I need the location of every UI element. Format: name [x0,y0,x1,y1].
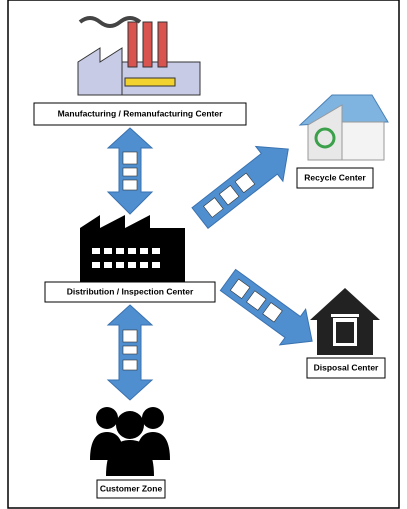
node-label: Manufacturing / Remanufacturing Center [58,108,224,118]
arrow [186,132,301,236]
disposal-icon [310,288,380,355]
transport-icon [123,152,137,164]
transport-icon [123,180,137,190]
transport-icon [123,360,137,370]
transport-icon [123,168,137,176]
node-label: Customer Zone [100,483,163,493]
diagram: Manufacturing / Remanufacturing Center D… [0,0,407,509]
node-label: Recycle Center [304,172,366,182]
transport-icon [123,330,137,342]
arrow [215,262,325,359]
people-icon [90,407,170,476]
node-label: Disposal Center [314,362,379,372]
node-label: Distribution / Inspection Center [67,286,194,296]
warehouse-icon [80,215,185,282]
frame [8,0,399,508]
transport-icon [123,346,137,354]
factory-icon [78,18,200,95]
recycle-icon [300,95,388,160]
